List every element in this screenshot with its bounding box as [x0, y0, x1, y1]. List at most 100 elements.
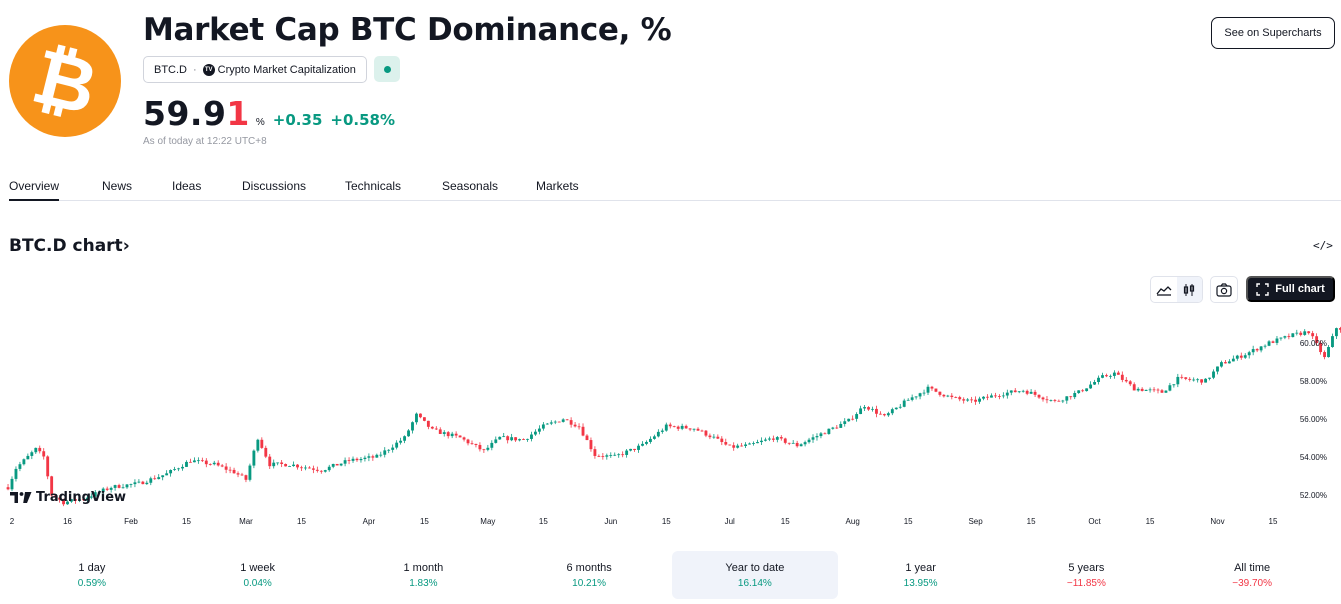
candle-body: [835, 427, 839, 429]
bitcoin-glyph-icon: ₿: [32, 42, 98, 120]
candle-body: [236, 473, 240, 475]
candle-body: [466, 439, 470, 444]
perf-period-button[interactable]: 1 month 1.83%: [341, 551, 507, 599]
perf-period-label: 1 week: [240, 561, 276, 574]
perf-period-button[interactable]: 1 day 0.59%: [9, 551, 175, 599]
perf-period-value: 13.95%: [903, 577, 938, 589]
x-axis-tick-label: 15: [781, 517, 790, 526]
candle-body: [478, 444, 482, 450]
candle-body: [426, 420, 430, 427]
candle-body: [62, 499, 65, 505]
candle-body: [454, 433, 458, 436]
tab-overview[interactable]: Overview: [9, 179, 60, 201]
chart-title-link[interactable]: BTC.D chart›: [9, 236, 130, 256]
x-axis-tick-label: Nov: [1210, 517, 1224, 526]
tab-discussions[interactable]: Discussions: [242, 179, 307, 193]
candle-body: [430, 426, 434, 429]
candle-body: [736, 445, 740, 448]
candle-body: [1005, 392, 1009, 396]
candle-body: [803, 442, 807, 445]
candle-body: [240, 474, 244, 476]
candle-body: [589, 440, 593, 450]
candle-body: [264, 447, 268, 457]
tab-ideas[interactable]: Ideas: [172, 179, 202, 193]
candle-body: [1188, 378, 1192, 380]
candle-body: [169, 470, 173, 474]
candle-body: [779, 437, 783, 439]
perf-period-button[interactable]: 1 week 0.04%: [175, 551, 341, 599]
perf-period-button[interactable]: 5 years −11.85%: [1004, 551, 1170, 599]
candle-body: [300, 467, 303, 469]
candle-body: [875, 408, 878, 414]
candle-body: [327, 466, 331, 471]
candle-body: [85, 497, 89, 500]
candles-icon[interactable]: [1176, 277, 1202, 302]
candle-body: [42, 451, 46, 457]
candle-body: [510, 437, 514, 441]
candle-body: [1283, 336, 1287, 338]
see-on-supercharts-button[interactable]: See on Supercharts: [1211, 17, 1335, 49]
candle-body: [319, 470, 323, 472]
candle-body: [228, 469, 232, 471]
candle-body: [50, 476, 54, 496]
camera-icon[interactable]: [1210, 276, 1238, 303]
candle-body: [974, 399, 978, 402]
candle-body: [898, 406, 902, 408]
candle-body: [978, 398, 981, 402]
perf-period-button[interactable]: 1 year 13.95%: [838, 551, 1004, 599]
candle-body: [1176, 376, 1180, 385]
candle-body: [1049, 400, 1053, 401]
candle-body: [288, 466, 292, 467]
candle-body: [315, 469, 319, 471]
candle-body: [367, 456, 371, 458]
candle-body: [77, 499, 81, 501]
candle-body: [1065, 396, 1069, 401]
tab-markets[interactable]: Markets: [536, 179, 579, 193]
candle-body: [189, 461, 192, 463]
tab-seasonals[interactable]: Seasonals: [442, 179, 499, 193]
candle-body: [185, 461, 188, 467]
candle-body: [760, 440, 763, 443]
candle-body: [387, 449, 391, 451]
full-chart-button[interactable]: Full chart: [1246, 276, 1335, 302]
candle-body: [1279, 337, 1283, 339]
candle-body: [1243, 355, 1247, 358]
candle-body: [557, 421, 561, 423]
perf-period-label: 1 month: [403, 561, 444, 574]
fullscreen-icon: [1256, 282, 1269, 296]
x-axis-tick-label: 15: [1269, 517, 1278, 526]
market-status-button[interactable]: [374, 56, 400, 82]
candle-body: [764, 439, 767, 441]
area-chart-icon[interactable]: [1151, 277, 1177, 302]
candle-body: [1033, 391, 1037, 395]
candle-body: [1156, 389, 1160, 391]
candle-body: [304, 467, 307, 469]
candle-body: [541, 424, 545, 429]
candle-body: [1251, 349, 1255, 353]
candle-body: [200, 460, 204, 462]
symbol-chip[interactable]: BTC.D · TV Crypto Market Capitalization: [143, 56, 367, 83]
candle-body: [1335, 328, 1338, 337]
candle-body: [498, 436, 502, 440]
candle-body: [391, 447, 395, 450]
candle-body: [1192, 379, 1196, 381]
price-chart[interactable]: 60.00% 58.00% 56.00% 54.00% 52.00% 2 16 Feb 15 M…: [0, 310, 1341, 535]
candle-body: [1204, 378, 1208, 383]
price-change-abs: +0.35: [272, 111, 323, 129]
x-axis-tick-label: 15: [662, 517, 671, 526]
candle-body: [438, 429, 442, 434]
candle-body: [771, 438, 775, 440]
perf-period-button[interactable]: Year to date 16.14%: [672, 551, 838, 599]
symbol-source[interactable]: Crypto Market Capitalization: [217, 63, 356, 76]
tab-technicals[interactable]: Technicals: [345, 179, 402, 193]
candle-body: [74, 499, 77, 501]
perf-period-button[interactable]: 6 months 10.21%: [506, 551, 672, 599]
candle-body: [712, 436, 716, 438]
perf-period-button[interactable]: All time −39.70%: [1169, 551, 1335, 599]
code-icon[interactable]: </>: [1313, 239, 1333, 252]
candle-body: [1089, 384, 1093, 389]
candle-body: [1275, 338, 1279, 343]
candle-body: [831, 427, 835, 429]
candle-body: [38, 447, 42, 452]
tab-news[interactable]: News: [102, 179, 133, 193]
